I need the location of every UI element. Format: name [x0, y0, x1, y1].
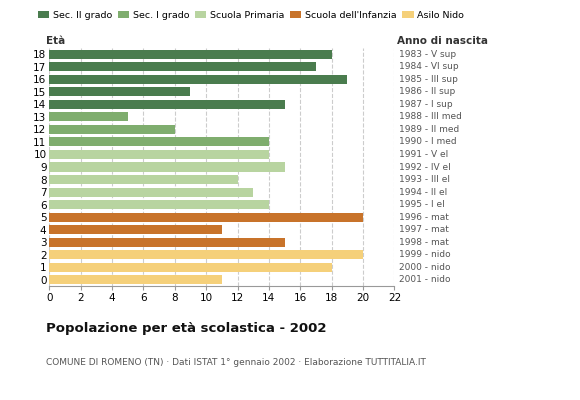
Bar	[49, 62, 316, 71]
Text: 1987 - I sup: 1987 - I sup	[399, 100, 452, 109]
Text: 1983 - V sup: 1983 - V sup	[399, 50, 456, 59]
Bar	[49, 162, 285, 172]
Text: Età: Età	[46, 36, 66, 46]
Bar	[49, 138, 269, 146]
Bar	[49, 125, 175, 134]
Bar	[49, 250, 363, 259]
Text: COMUNE DI ROMENO (TN) · Dati ISTAT 1° gennaio 2002 · Elaborazione TUTTITALIA.IT: COMUNE DI ROMENO (TN) · Dati ISTAT 1° ge…	[46, 358, 426, 367]
Bar	[49, 75, 347, 84]
Text: 2001 - nido: 2001 - nido	[399, 275, 451, 284]
Bar	[49, 112, 128, 122]
Bar	[49, 212, 363, 222]
Text: 1989 - II med: 1989 - II med	[399, 125, 459, 134]
Text: Anno di nascita: Anno di nascita	[397, 36, 488, 46]
Text: 1992 - IV el: 1992 - IV el	[399, 162, 451, 172]
Text: 1996 - mat: 1996 - mat	[399, 213, 449, 222]
Text: 1984 - VI sup: 1984 - VI sup	[399, 62, 459, 71]
Text: 1991 - V el: 1991 - V el	[399, 150, 448, 159]
Legend: Sec. II grado, Sec. I grado, Scuola Primaria, Scuola dell'Infanzia, Asilo Nido: Sec. II grado, Sec. I grado, Scuola Prim…	[34, 7, 468, 24]
Bar	[49, 263, 332, 272]
Bar	[49, 238, 285, 247]
Text: 1999 - nido: 1999 - nido	[399, 250, 451, 259]
Bar	[49, 200, 269, 209]
Text: 1994 - II el: 1994 - II el	[399, 188, 447, 196]
Bar	[49, 175, 238, 184]
Text: 1986 - II sup: 1986 - II sup	[399, 87, 455, 96]
Text: 1995 - I el: 1995 - I el	[399, 200, 445, 209]
Bar	[49, 225, 222, 234]
Bar	[49, 150, 269, 159]
Text: 1997 - mat: 1997 - mat	[399, 225, 449, 234]
Bar	[49, 87, 190, 96]
Text: 1985 - III sup: 1985 - III sup	[399, 75, 458, 84]
Bar	[49, 188, 253, 196]
Text: 2000 - nido: 2000 - nido	[399, 263, 451, 272]
Bar	[49, 275, 222, 284]
Text: 1990 - I med: 1990 - I med	[399, 138, 456, 146]
Text: 1998 - mat: 1998 - mat	[399, 238, 449, 247]
Text: 1993 - III el: 1993 - III el	[399, 175, 450, 184]
Text: Popolazione per età scolastica - 2002: Popolazione per età scolastica - 2002	[46, 322, 327, 335]
Text: 1988 - III med: 1988 - III med	[399, 112, 462, 121]
Bar	[49, 100, 285, 109]
Bar	[49, 50, 332, 59]
